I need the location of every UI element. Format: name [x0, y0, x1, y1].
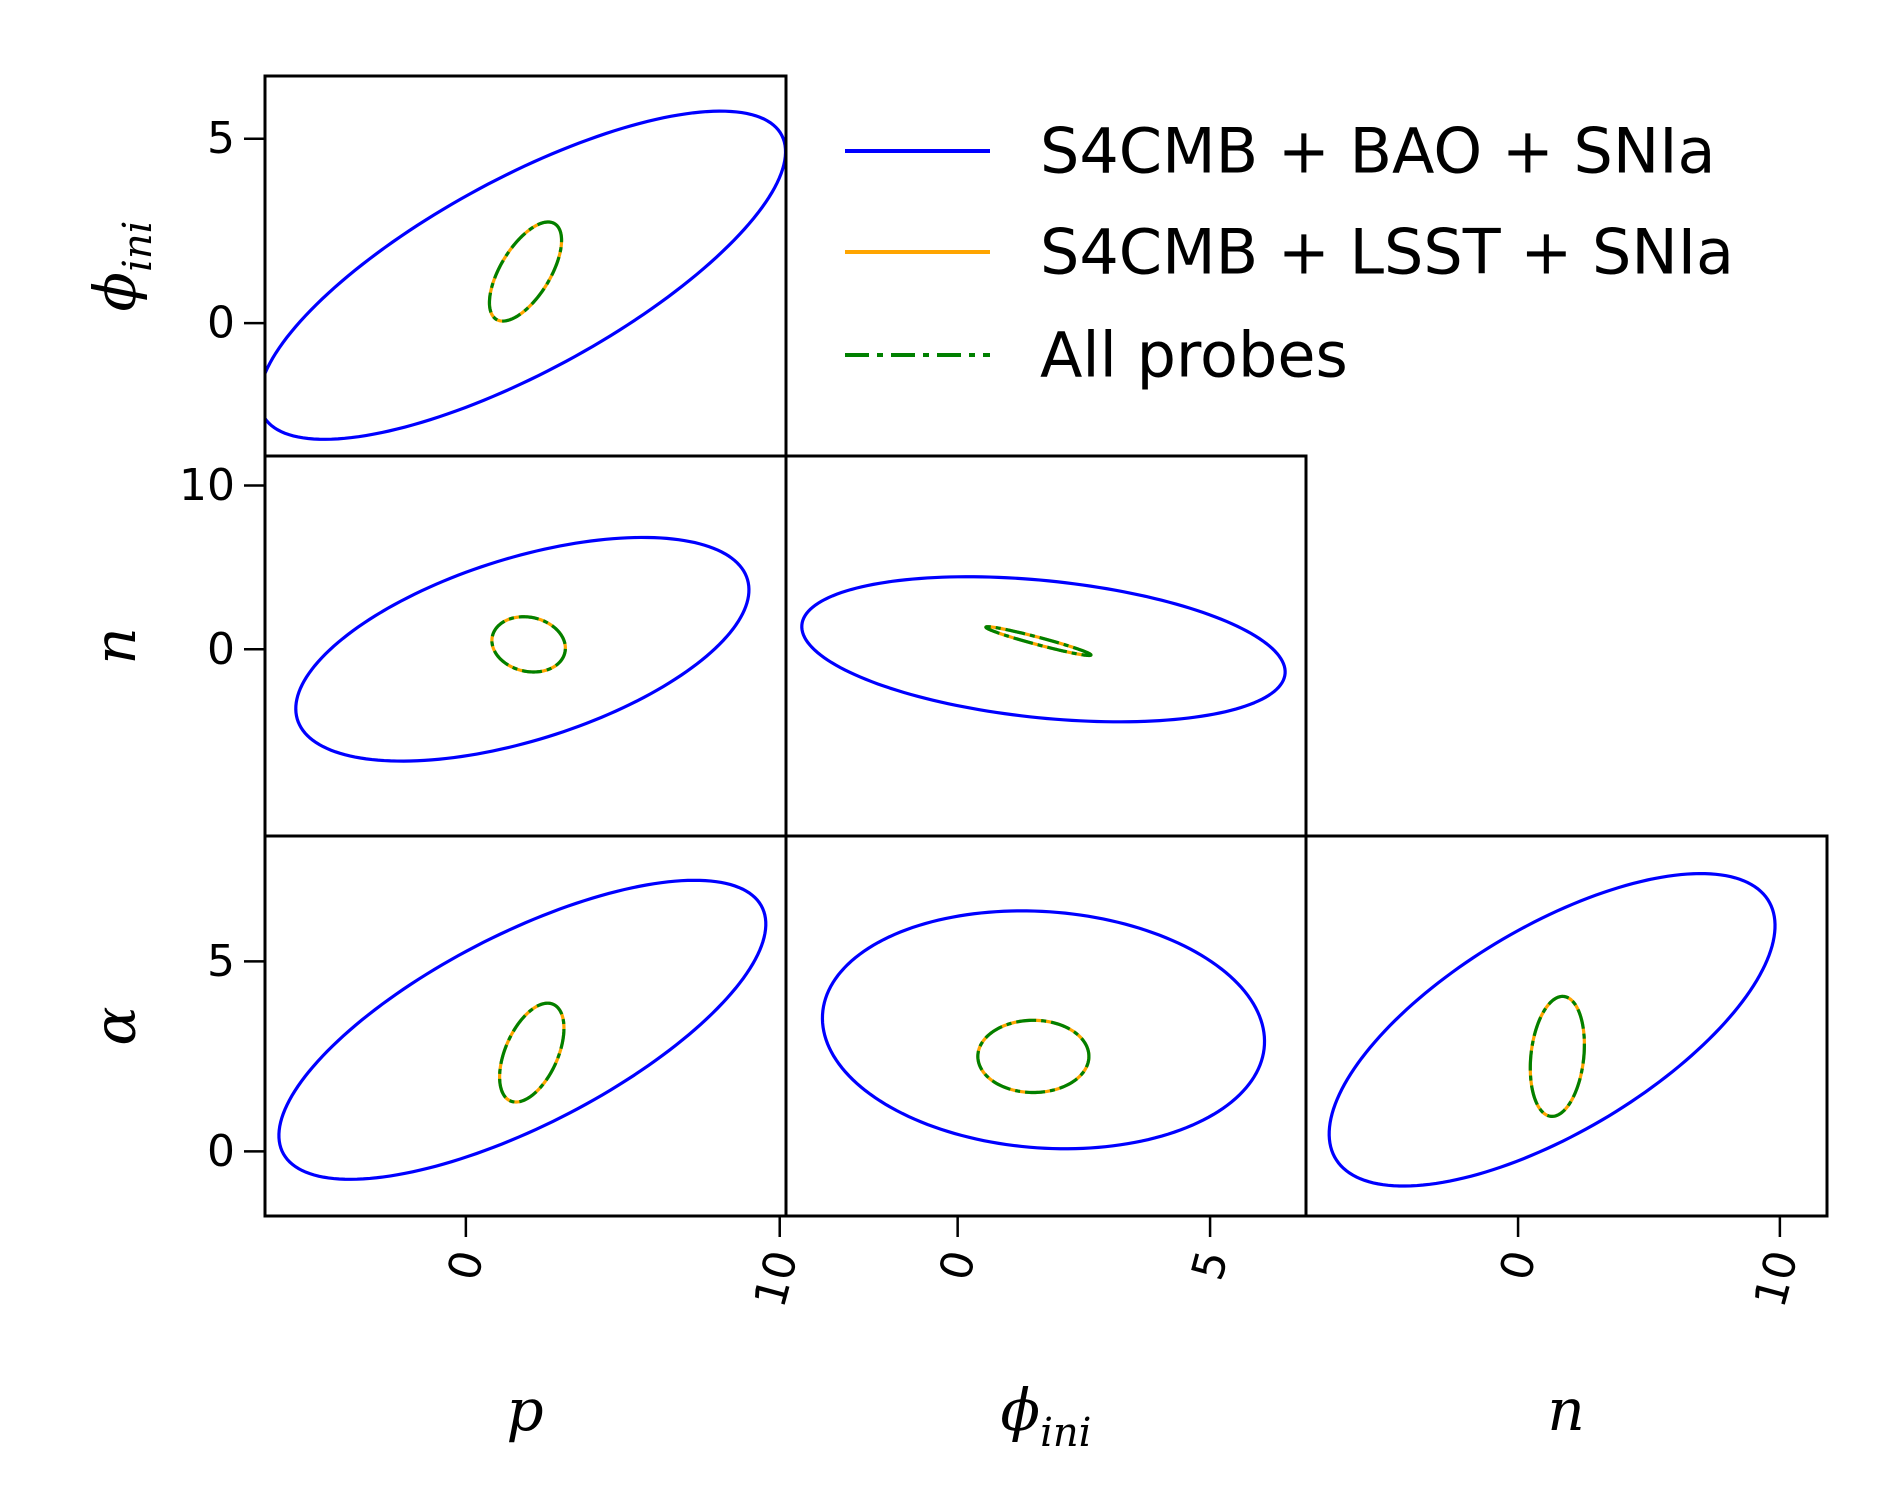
x-tick-label: 0: [1490, 1245, 1547, 1285]
contour-all-probes: [490, 615, 567, 674]
y-tick-label: 5: [207, 113, 235, 164]
legend-label-bao: S4CMB + BAO + SNIa: [1040, 115, 1716, 188]
x-tick-label: 10: [1745, 1245, 1809, 1312]
contour-lsst: [487, 220, 564, 323]
y-tick-label: 0: [207, 298, 235, 349]
y-axis-label-n: n: [81, 627, 149, 664]
contour-bao: [265, 109, 786, 441]
y-tick-label: 0: [207, 624, 235, 675]
contour-lsst: [490, 615, 567, 674]
panel-contours: [1327, 871, 1777, 1188]
y-axis-label-alpha: α: [81, 1006, 149, 1045]
panel-contours: [294, 535, 751, 763]
panel-n-vs-phi: [784, 454, 1308, 838]
panel-alpha-vs-phi: 0 5 ϕini: [784, 834, 1308, 1456]
panel-frame: [1304, 834, 1829, 1218]
x-tick-label: 10: [745, 1245, 809, 1312]
x-tick-label: 5: [1182, 1245, 1239, 1285]
panel-contours: [820, 909, 1267, 1151]
contour-all-probes: [1528, 994, 1586, 1118]
panel-contours: [265, 109, 786, 441]
panel-n-vs-p: 0 10 n: [81, 454, 788, 838]
panel-alpha-vs-n: 0 10 n: [1304, 834, 1829, 1444]
contour-bao: [800, 575, 1287, 724]
contour-all-probes: [984, 625, 1093, 658]
contour-bao: [820, 909, 1267, 1151]
panel-alpha-vs-p: 0 5 0 10 p α: [81, 834, 809, 1444]
x-tick-label: 0: [438, 1245, 495, 1285]
contour-bao: [1327, 871, 1777, 1188]
panel-frame: [263, 454, 788, 838]
legend: S4CMB + BAO + SNIa S4CMB + LSST + SNIa A…: [845, 115, 1734, 392]
panel-frame: [784, 834, 1308, 1218]
legend-label-all: All probes: [1040, 319, 1348, 392]
contour-all-probes: [498, 1001, 566, 1104]
x-axis-label-phi_ini-subscript: ini: [1040, 1410, 1091, 1456]
panel-phi-vs-p: 0 5 ϕini: [81, 74, 788, 458]
contour-all-probes: [487, 220, 564, 323]
y-axis-label-phi_ini-subscript: ini: [115, 221, 161, 272]
y-tick-label: 5: [207, 936, 235, 987]
x-tick-label: 0: [930, 1245, 987, 1285]
contour-lsst: [1528, 994, 1586, 1118]
panel-contours: [277, 878, 768, 1181]
x-axis-label-n: n: [1547, 1376, 1584, 1444]
x-axis-label-phi_ini: ϕini: [1001, 1376, 1092, 1456]
contour-bao: [294, 535, 751, 763]
contour-lsst: [498, 1001, 566, 1104]
y-axis-label-phi_ini: ϕini: [81, 221, 161, 312]
contour-all-probes: [976, 1018, 1091, 1095]
y-tick-label: 10: [179, 460, 235, 511]
panel-frame: [263, 834, 788, 1218]
contour-bao: [277, 878, 768, 1181]
y-tick-label: 0: [207, 1126, 235, 1177]
legend-label-lsst: S4CMB + LSST + SNIa: [1040, 216, 1734, 289]
panel-contours: [800, 575, 1287, 724]
contour-lsst: [984, 625, 1093, 658]
x-axis-label-p: p: [506, 1376, 543, 1444]
